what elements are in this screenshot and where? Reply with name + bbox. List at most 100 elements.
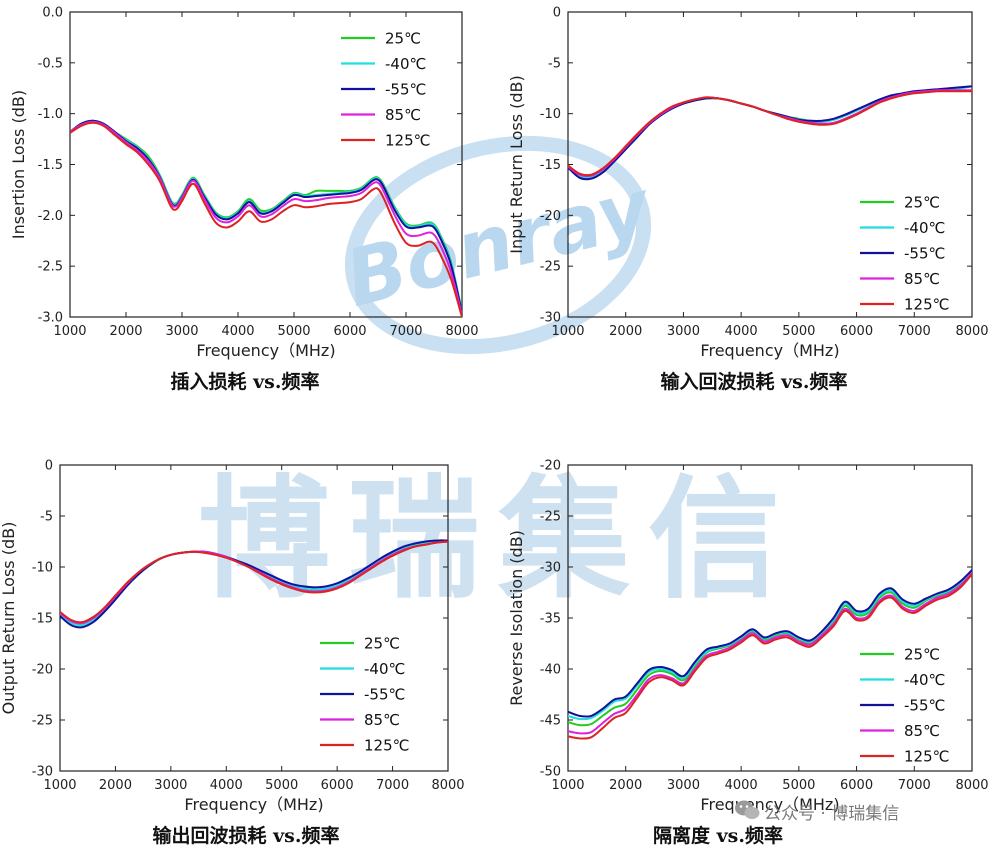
- y-tick-label: -5: [40, 510, 53, 525]
- x-tick-label: 6000: [321, 778, 354, 793]
- chart-output-return-loss: 1000 2000 3000 4000 5000 6000 7000 8000 0 -5 -10 -1…: [0, 459, 465, 848]
- x-tick-label: 8000: [445, 324, 478, 339]
- y-axis-title: Output Return Loss (dB): [0, 522, 18, 715]
- legend-label: 25℃: [904, 194, 940, 212]
- x-tick-label: 2000: [109, 324, 142, 339]
- y-tick-label: -2.5: [38, 260, 63, 275]
- legend-label: 25℃: [385, 30, 421, 48]
- legend-label: -40℃: [904, 219, 945, 237]
- legend-label: 125℃: [364, 737, 409, 755]
- x-tick-label: 1000: [53, 324, 86, 339]
- series-line-25C: [568, 85, 972, 179]
- y-tick-label: 0: [45, 459, 53, 474]
- y-tick-label: -30: [540, 561, 561, 576]
- series-line-85C: [568, 572, 972, 735]
- series-line--55C: [568, 569, 972, 718]
- x-tick-label: 1000: [551, 324, 584, 339]
- x-tick-label: 7000: [376, 778, 409, 793]
- legend-label: -55℃: [385, 81, 426, 99]
- y-tick-label: -25: [540, 510, 561, 525]
- chart-caption: 插入损耗 vs.频率: [171, 370, 320, 393]
- x-tick-label: 2000: [609, 778, 642, 793]
- series-group: [568, 569, 972, 740]
- legend-label: 85℃: [385, 106, 421, 124]
- series-line-85C: [568, 89, 972, 178]
- x-tick-label: 5000: [265, 778, 298, 793]
- y-tick-label: -30: [32, 765, 53, 780]
- y-tick-label: 0.0: [42, 6, 63, 21]
- y-tick-label: -45: [540, 714, 561, 729]
- legend: 25℃ -40℃ -55℃ 85℃ 125℃: [341, 30, 430, 150]
- legend-label: 25℃: [904, 646, 940, 664]
- chart-caption: 隔离度 vs.频率: [653, 824, 783, 847]
- legend-label: -55℃: [904, 245, 945, 263]
- x-tick-label: 4000: [210, 778, 243, 793]
- y-axis-title: Reverse Isolation (dB): [507, 530, 526, 706]
- x-tick-label: 4000: [725, 778, 758, 793]
- series-line--55C: [60, 539, 448, 629]
- x-tick-label: 8000: [431, 778, 464, 793]
- y-tick-label: -5: [548, 56, 561, 71]
- series-group: [568, 85, 972, 181]
- x-tick-label: 4000: [725, 324, 758, 339]
- legend-label: 125℃: [904, 748, 949, 766]
- x-tick-label: 3000: [667, 324, 700, 339]
- series-line-85C: [70, 120, 462, 316]
- x-tick-label: 6000: [333, 324, 366, 339]
- legend-label: 85℃: [904, 270, 940, 288]
- y-tick-label: -10: [32, 561, 53, 576]
- x-tick-label: 5000: [277, 324, 310, 339]
- legend-label: -40℃: [385, 55, 426, 73]
- x-tick-label: 3000: [667, 778, 700, 793]
- series-line-125C: [60, 540, 448, 624]
- legend-label: 85℃: [904, 722, 940, 740]
- chart-insertion-loss: 1000 2000 3000 4000 5000 6000 7000 8000 0.0 -0.5 -…: [9, 6, 479, 394]
- chart-caption: 输出回波损耗 vs.频率: [153, 824, 340, 847]
- x-tick-label: 5000: [782, 778, 815, 793]
- y-tick-label: -25: [32, 714, 53, 729]
- legend-label: 125℃: [904, 296, 949, 314]
- x-tick-label: 6000: [840, 778, 873, 793]
- x-tick-label: 7000: [898, 324, 931, 339]
- x-tick-label: 1000: [551, 778, 584, 793]
- y-tick-label: -40: [540, 663, 561, 678]
- bonray-logo-ring: [344, 135, 652, 355]
- y-tick-label: -2.0: [38, 209, 63, 224]
- company-name-watermark: 博瑞集信: [198, 463, 798, 617]
- x-tick-label: 8000: [955, 324, 988, 339]
- y-tick-label: -0.5: [38, 56, 63, 71]
- watermark-layer: Bonray 博瑞集信: [198, 135, 798, 617]
- x-tick-label: 3000: [154, 778, 187, 793]
- series-group: [60, 539, 448, 629]
- chart-caption: 输入回波损耗 vs.频率: [661, 370, 848, 393]
- legend: 25℃ -40℃ -55℃ 85℃ 125℃: [860, 194, 949, 314]
- legend-label: 25℃: [364, 635, 400, 653]
- x-tick-label: 3000: [165, 324, 198, 339]
- legend-label: 85℃: [364, 711, 400, 729]
- x-axis-title: Frequency（MHz): [700, 341, 839, 360]
- x-axis-title: Frequency（MHz): [184, 795, 323, 814]
- legend-label: -55℃: [364, 686, 405, 704]
- x-axis-title: Frequency（MHz): [196, 341, 335, 360]
- series-group: [70, 119, 462, 317]
- legend-label: -40℃: [364, 660, 405, 678]
- series-line-125C: [568, 573, 972, 740]
- legend-label: -55℃: [904, 697, 945, 715]
- y-tick-label: 0: [553, 6, 561, 21]
- x-tick-label: 2000: [99, 778, 132, 793]
- wechat-icon: [735, 800, 760, 819]
- y-tick-label: -15: [32, 612, 53, 627]
- y-tick-label: -25: [540, 260, 561, 275]
- footer-watermark: 公众号 · 博瑞集信: [735, 800, 899, 824]
- x-tick-label: 7000: [898, 778, 931, 793]
- x-tick-label: 1000: [43, 778, 76, 793]
- y-tick-label: -30: [540, 311, 561, 326]
- charts-layer: 1000 2000 3000 4000 5000 6000 7000 8000 0.0 -0.5 -…: [0, 6, 989, 848]
- x-tick-label: 5000: [782, 324, 815, 339]
- x-tick-label: 2000: [609, 324, 642, 339]
- y-tick-label: -1.0: [38, 107, 63, 122]
- y-tick-label: -1.5: [38, 158, 63, 173]
- x-tick-label: 7000: [389, 324, 422, 339]
- series-line-125C: [70, 121, 462, 317]
- y-tick-label: -3.0: [38, 311, 63, 326]
